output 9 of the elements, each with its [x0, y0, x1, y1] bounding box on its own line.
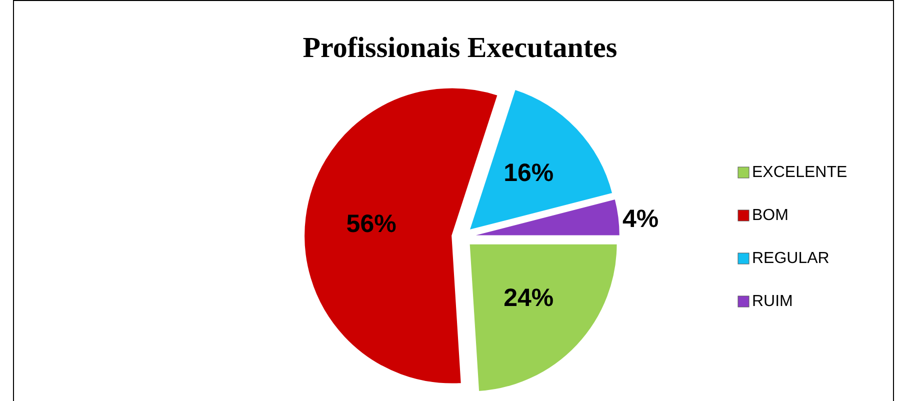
legend-label: EXCELENTE: [752, 164, 848, 182]
data-label: 56%: [346, 210, 396, 238]
legend-label: REGULAR: [752, 250, 830, 268]
data-label: 24%: [504, 284, 554, 312]
data-label: 4%: [622, 205, 659, 234]
data-label: 16%: [504, 159, 554, 188]
legend-label: RUIM: [752, 293, 793, 310]
legend-label: BOM: [752, 207, 788, 224]
chart-title: Profissionais Executantes: [302, 32, 618, 64]
